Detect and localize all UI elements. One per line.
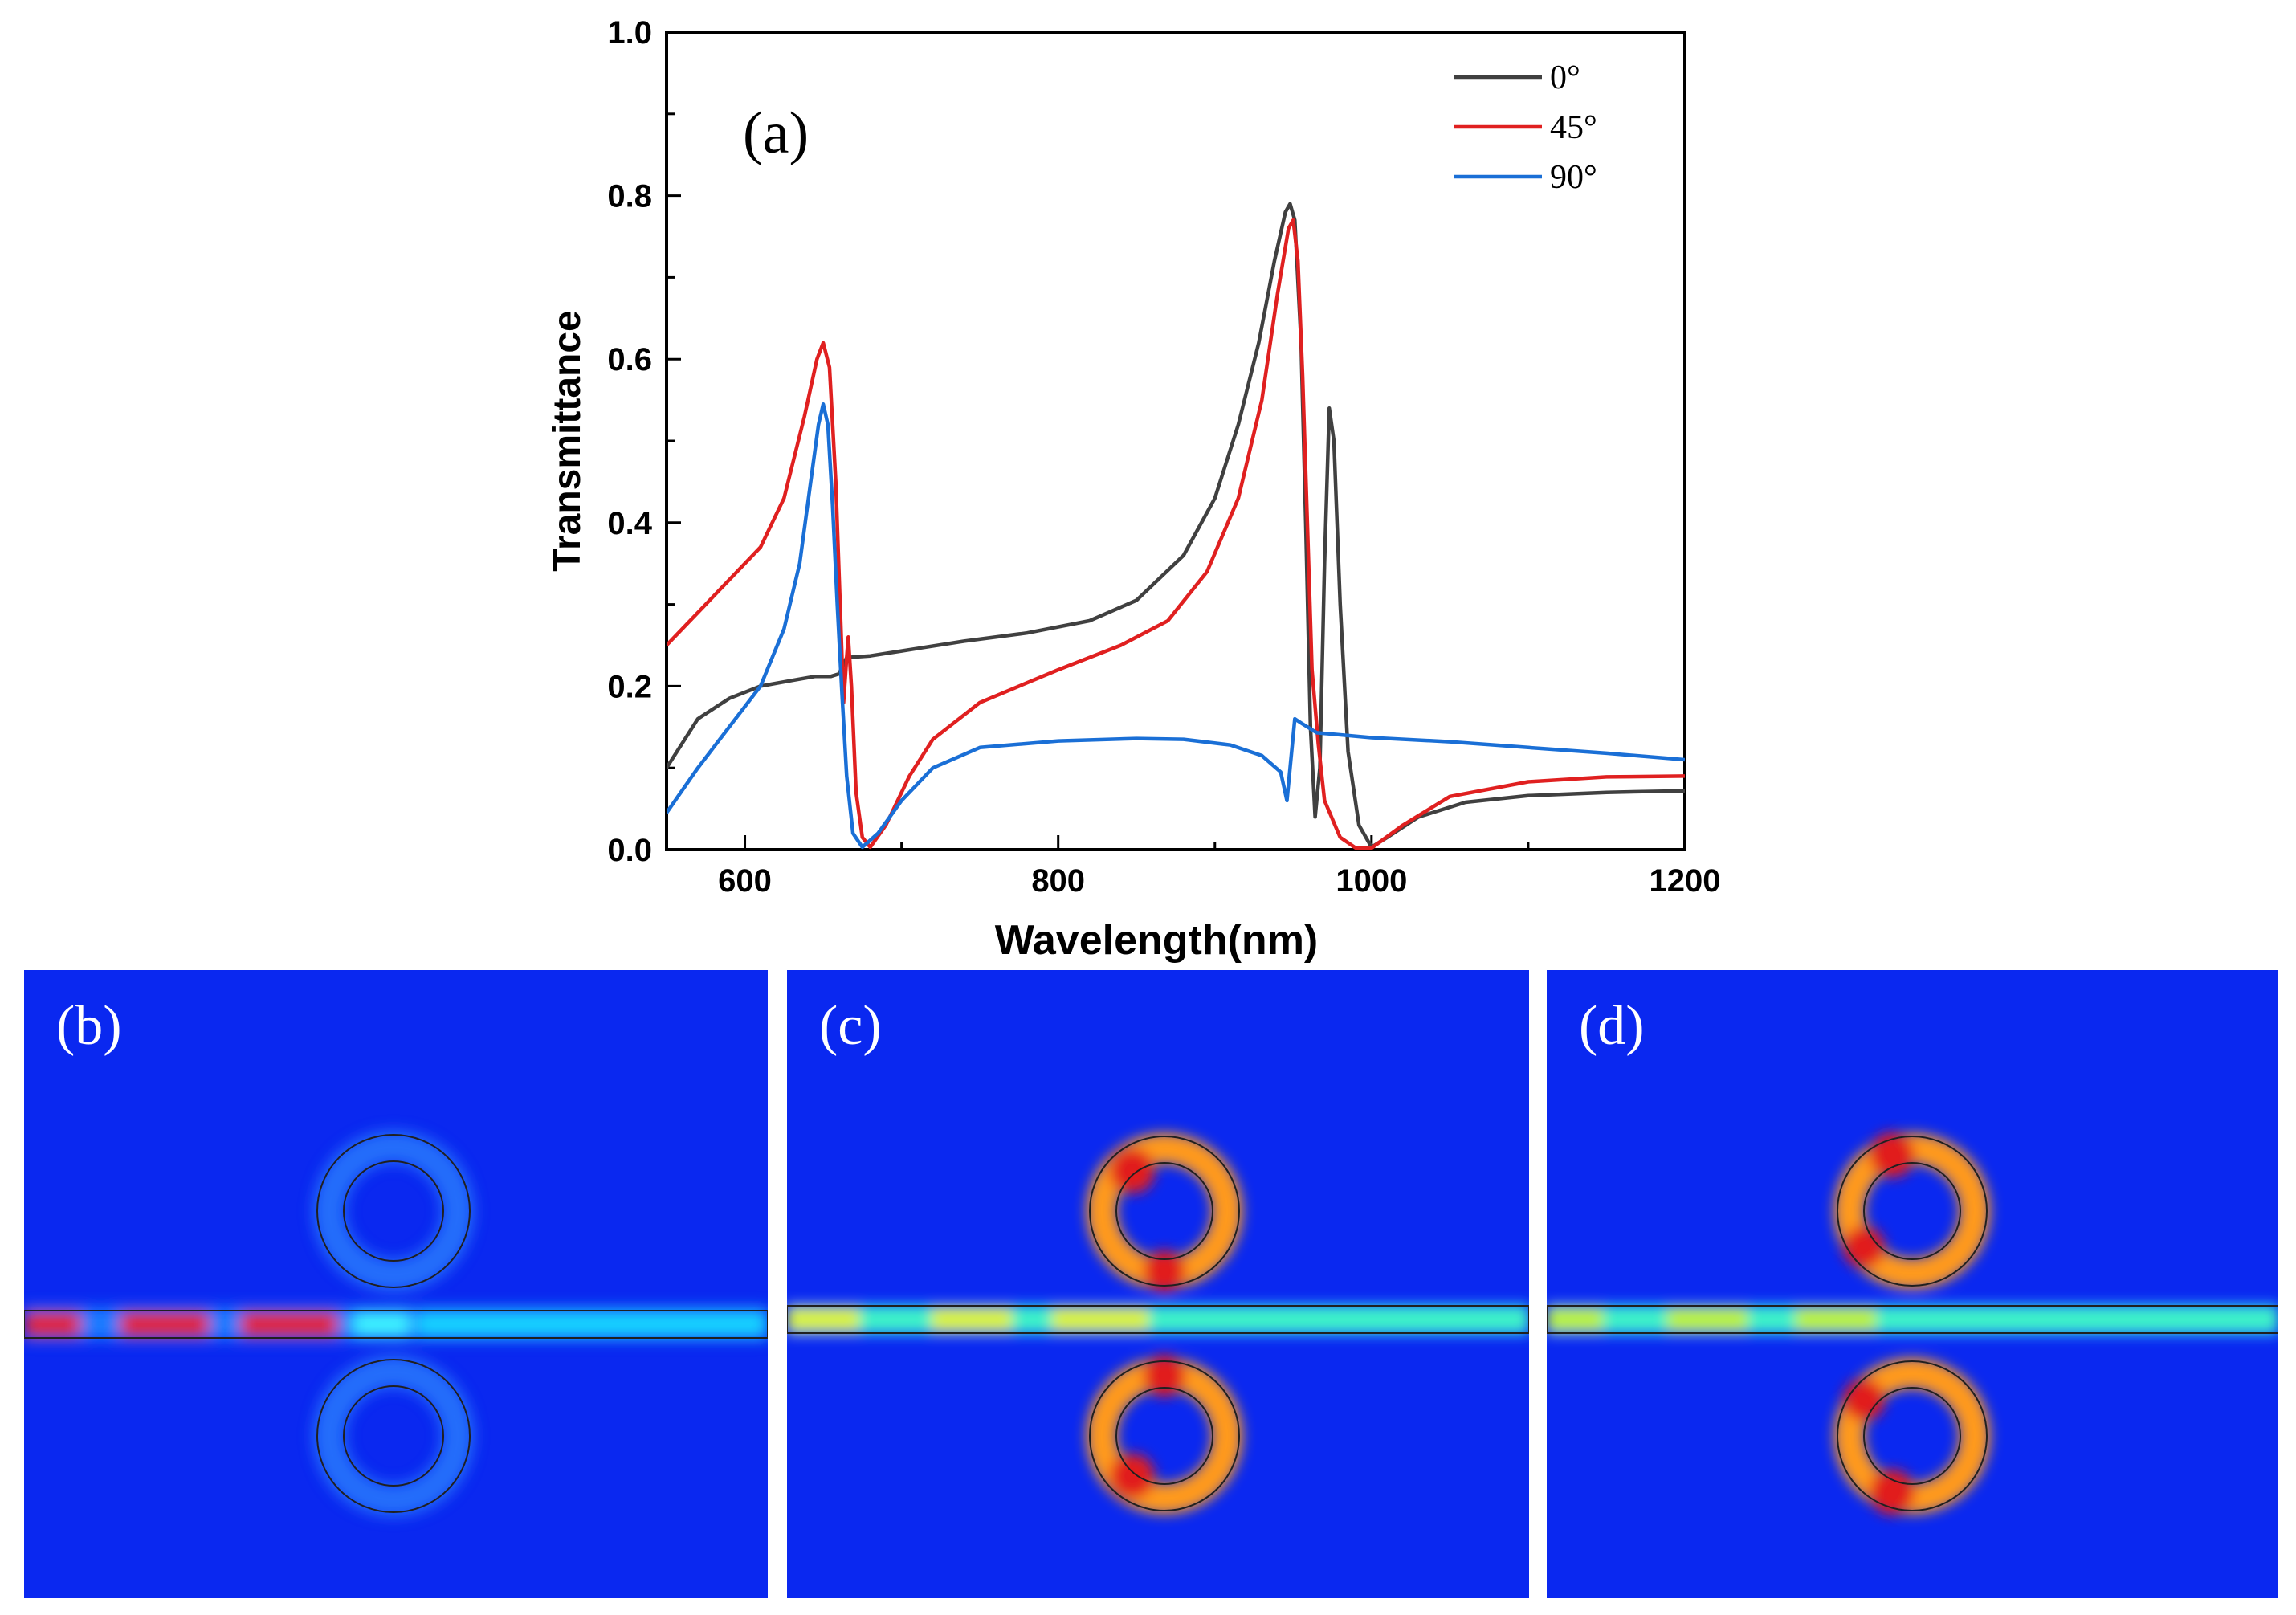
panel-label-b: (b) xyxy=(56,995,122,1057)
axis-ticks: 600 800 1000 1200 0.0 0.2 0.4 0.6 0.8 1.0 xyxy=(607,15,1720,899)
x-tick-label: 1200 xyxy=(1650,863,1721,899)
legend: 0° 45° 90° xyxy=(1454,59,1597,196)
plot-frame xyxy=(665,31,1686,851)
y-tick-label: 0.2 xyxy=(607,669,652,704)
x-tick-label: 1000 xyxy=(1336,863,1407,899)
legend-label-1: 45° xyxy=(1550,109,1597,146)
x-tick-label: 600 xyxy=(718,863,772,899)
y-tick-label: 0.6 xyxy=(607,342,652,377)
panel-label-a: (a) xyxy=(743,100,809,166)
field-map-b: (b) xyxy=(24,970,768,1598)
series-group xyxy=(667,202,1685,850)
y-tick-label: 0.8 xyxy=(607,179,652,214)
panel-label-c: (c) xyxy=(819,995,882,1057)
y-tick-label: 0.0 xyxy=(607,833,652,868)
panel-label-d: (d) xyxy=(1579,995,1645,1057)
transmittance-chart: 600 800 1000 1200 0.0 0.2 0.4 0.6 0.8 1.0 (a) 0° 4… xyxy=(546,15,1720,964)
series-line-2 xyxy=(667,402,1685,850)
legend-label-2: 90° xyxy=(1550,159,1597,196)
y-tick-label: 1.0 xyxy=(607,15,652,51)
field-map-d: (d) xyxy=(1547,970,2278,1598)
x-axis-title: Wavelength(nm) xyxy=(995,917,1319,964)
legend-label-0: 0° xyxy=(1550,59,1580,96)
x-tick-label: 800 xyxy=(1031,863,1085,899)
y-axis-title: Transmittance xyxy=(546,310,589,571)
y-tick-label: 0.4 xyxy=(607,506,652,541)
series-line-0 xyxy=(667,202,1685,850)
series-line-1 xyxy=(667,218,1685,850)
field-map-c: (c) xyxy=(787,970,1529,1598)
